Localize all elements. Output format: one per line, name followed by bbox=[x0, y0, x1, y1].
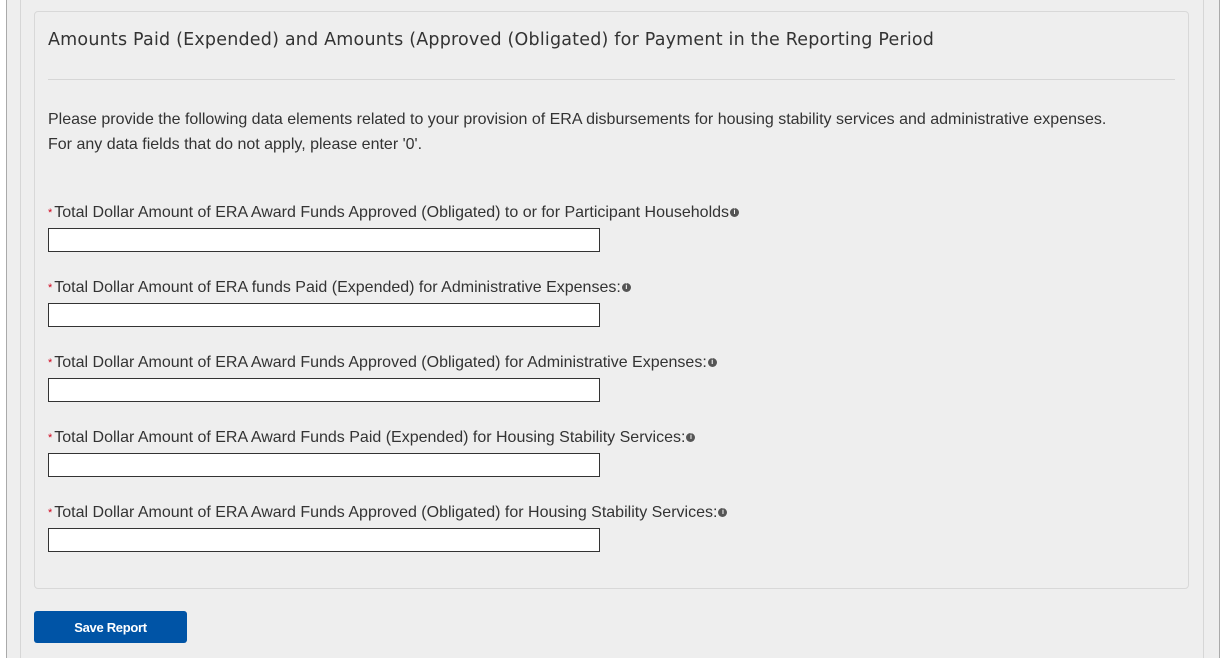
section-title: Amounts Paid (Expended) and Amounts (App… bbox=[48, 30, 935, 50]
required-marker: * bbox=[48, 432, 53, 444]
required-marker: * bbox=[48, 507, 53, 519]
paid-admin-input[interactable] bbox=[48, 303, 600, 327]
field-label: Total Dollar Amount of ERA Award Funds A… bbox=[54, 504, 718, 521]
field-label: Total Dollar Amount of ERA Award Funds A… bbox=[54, 204, 730, 221]
paid-housing-input[interactable] bbox=[48, 453, 600, 477]
save-report-button[interactable]: Save Report bbox=[34, 611, 187, 643]
field-approved-housing: * Total Dollar Amount of ERA Award Funds … bbox=[48, 502, 728, 552]
field-label: Total Dollar Amount of ERA Award Funds P… bbox=[54, 429, 686, 446]
intro-line-1: Please provide the following data elemen… bbox=[48, 111, 1107, 128]
field-approved-admin: * Total Dollar Amount of ERA Award Funds … bbox=[48, 352, 717, 402]
field-label: Total Dollar Amount of ERA Award Funds A… bbox=[54, 354, 707, 371]
info-icon[interactable]: i bbox=[730, 208, 740, 218]
intro-text: Please provide the following data elemen… bbox=[48, 107, 1178, 157]
required-marker: * bbox=[48, 207, 53, 219]
divider bbox=[48, 79, 1175, 80]
required-marker: * bbox=[48, 357, 53, 369]
info-icon[interactable]: i bbox=[718, 508, 728, 518]
field-label: Total Dollar Amount of ERA funds Paid (E… bbox=[54, 279, 621, 296]
info-icon[interactable]: i bbox=[707, 358, 717, 368]
info-icon[interactable]: i bbox=[686, 433, 696, 443]
field-paid-admin: * Total Dollar Amount of ERA funds Paid (… bbox=[48, 277, 631, 327]
field-approved-households: * Total Dollar Amount of ERA Award Funds … bbox=[48, 202, 740, 252]
amounts-panel: Amounts Paid (Expended) and Amounts (App… bbox=[34, 11, 1189, 589]
approved-housing-input[interactable] bbox=[48, 528, 600, 552]
required-marker: * bbox=[48, 282, 53, 294]
field-paid-housing: * Total Dollar Amount of ERA Award Funds … bbox=[48, 427, 696, 477]
intro-line-2: For any data fields that do not apply, p… bbox=[48, 136, 423, 153]
info-icon[interactable]: i bbox=[621, 283, 631, 293]
approved-admin-input[interactable] bbox=[48, 378, 600, 402]
approved-households-input[interactable] bbox=[48, 228, 600, 252]
